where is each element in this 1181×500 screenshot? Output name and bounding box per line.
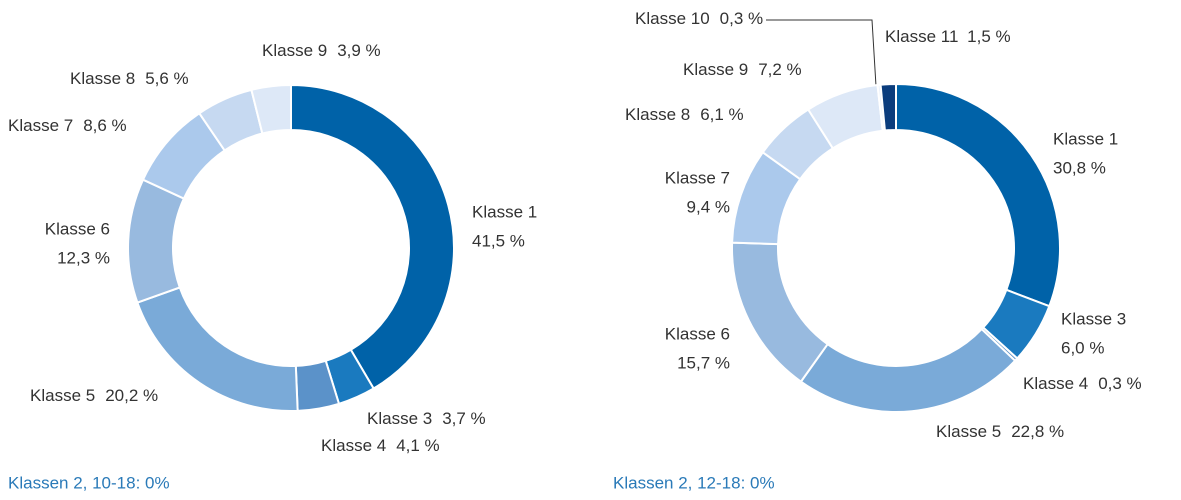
value-label: 3,9 % [337,41,380,60]
value-label: 7,2 % [758,60,801,79]
slice-label-group: Klasse 8 5,6 % [70,69,189,88]
value-label: 9,4 % [687,197,730,216]
slice-label: Klasse 4 [1023,374,1088,393]
value-label: 41,5 % [472,231,525,250]
slice-label-group: Klasse 5 20,2 % [30,386,158,405]
slice-label-group: Klasse 10 0,3 % [635,9,763,28]
value-label: 6,1 % [700,105,743,124]
slice-label-group: Klasse 9 7,2 % [683,60,802,79]
value-label: 0,3 % [720,9,763,28]
slice-label: Klasse 9 [262,41,327,60]
value-label: 30,8 % [1053,158,1106,177]
value-label: 3,7 % [442,409,485,428]
value-label: 0,3 % [1098,374,1141,393]
footnote: Klassen 2, 12-18: 0% [613,473,775,492]
slice-label: Klasse 5 [30,386,95,405]
slice-label: Klasse 4 [321,436,386,455]
slice-label-group: Klasse 5 22,8 % [936,422,1064,441]
slice-label: Klasse 5 [936,422,1001,441]
value-label: 20,2 % [105,386,158,405]
slice-label: Klasse 3 [1061,309,1126,328]
slice-label-group: Klasse 7 8,6 % [8,116,127,135]
slice-label: Klasse 8 [70,69,135,88]
footnote: Klassen 2, 10-18: 0% [8,473,170,492]
slice-label-group: Klasse 3 3,7 % [367,409,486,428]
value-label: 8,6 % [83,116,126,135]
slice-label: Klasse 9 [683,60,748,79]
slice-label: Klasse 7 [665,168,730,187]
value-label: 4,1 % [396,436,439,455]
slice [879,82,897,132]
slice-label-group: Klasse 4 4,1 % [321,436,440,455]
slice-label: Klasse 7 [8,116,73,135]
slice-label-group: Klasse 8 6,1 % [625,105,744,124]
slice-label: Klasse 6 [665,324,730,343]
slice-label: Klasse 1 [1053,129,1118,148]
slice [290,83,455,390]
slice-label: Klasse 3 [367,409,432,428]
slice-label-group: Klasse 4 0,3 % [1023,374,1142,393]
value-label: 5,6 % [145,69,188,88]
value-label: 6,0 % [1061,338,1104,357]
slice-label-group: Klasse 9 3,9 % [262,41,381,60]
leader-line [766,19,877,87]
value-label: 22,8 % [1011,422,1064,441]
value-label: 12,3 % [57,248,110,267]
slice-label-group: Klasse 11 1,5 % [885,27,1011,46]
slice-label: Klasse 1 [472,202,537,221]
value-label: 1,5 % [967,27,1010,46]
slice-label: Klasse 6 [45,219,110,238]
slice-label: Klasse 11 [885,27,958,46]
slice-label: Klasse 10 [635,9,710,28]
slice-label: Klasse 8 [625,105,690,124]
value-label: 15,7 % [677,353,730,372]
slice [250,83,292,135]
